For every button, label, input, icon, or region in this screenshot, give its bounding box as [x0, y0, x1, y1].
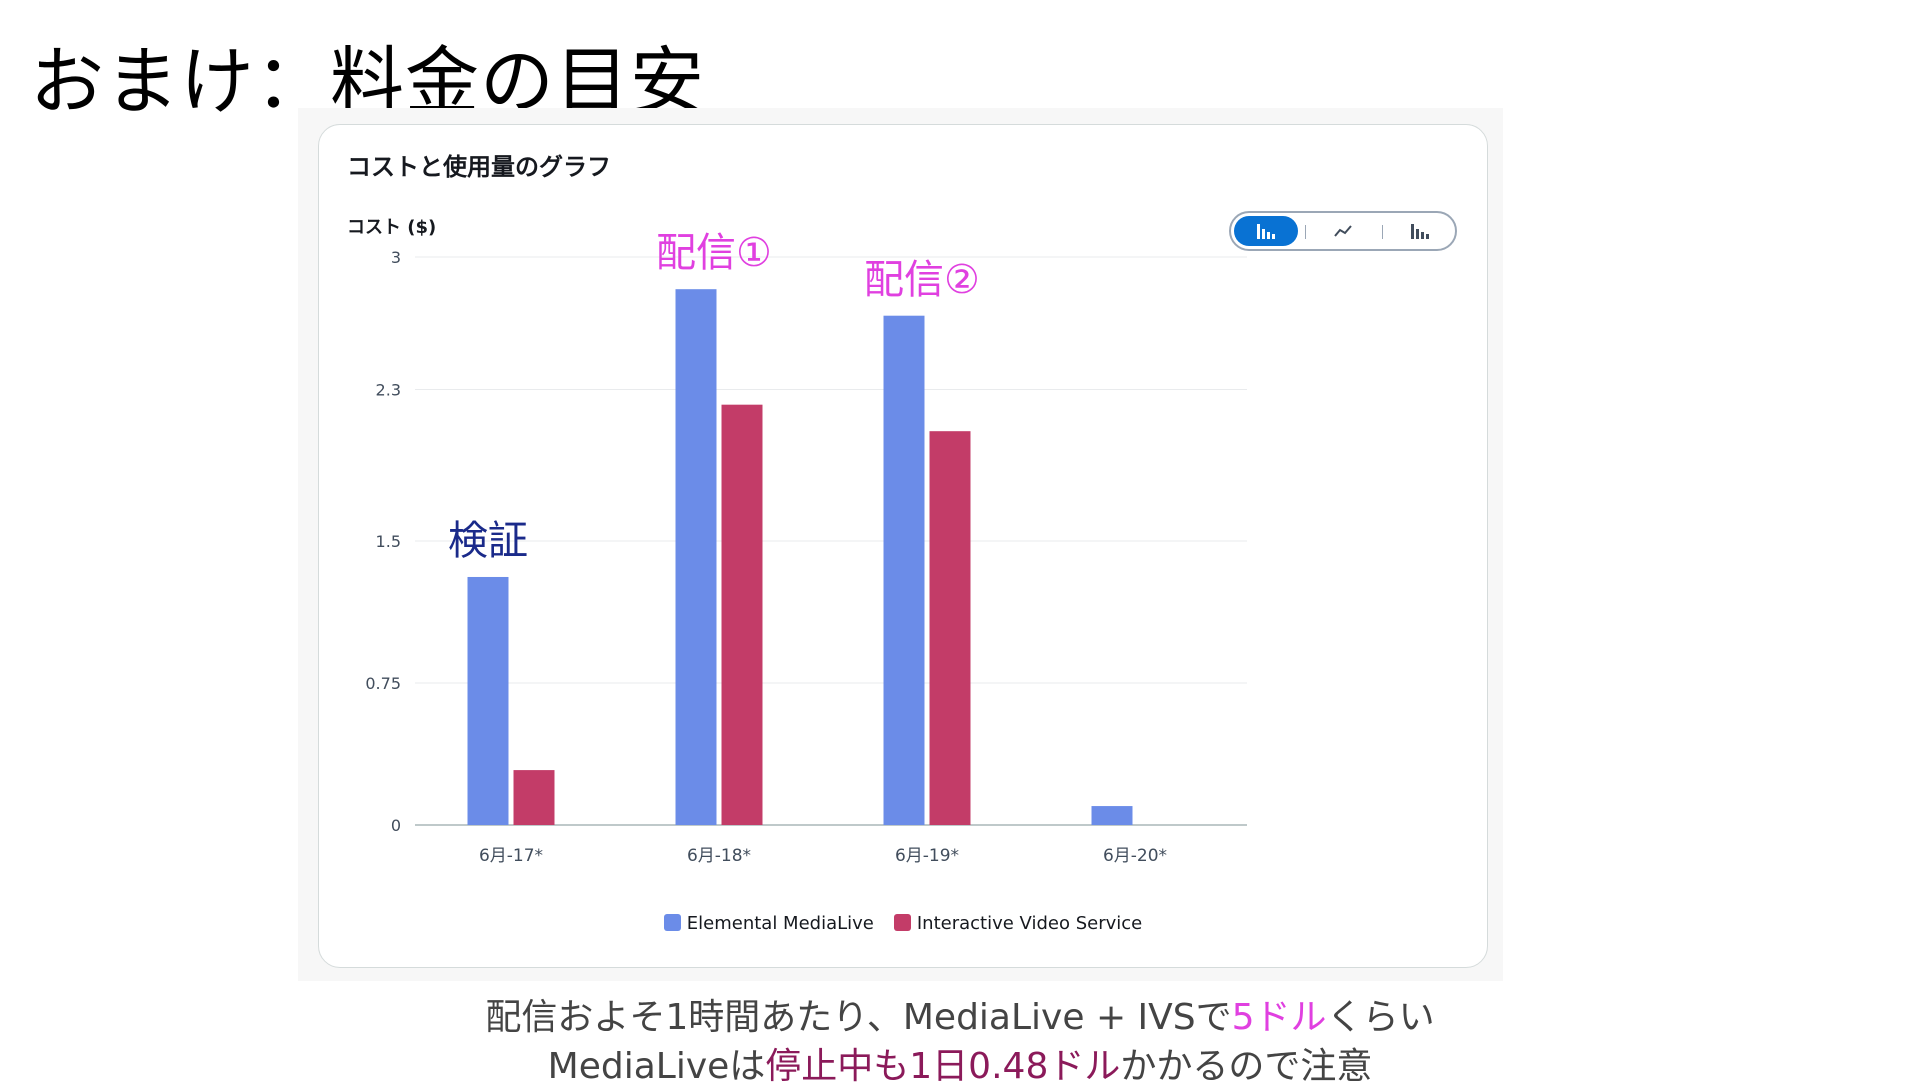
bar-medialive [1091, 806, 1133, 825]
y-tick-label: 1.5 [376, 532, 401, 551]
line-chart-option[interactable] [1311, 216, 1375, 246]
bar-medialive [883, 315, 925, 825]
chart-annotation: 配信① [656, 230, 772, 277]
toggle-divider [1305, 225, 1306, 239]
panel-title: コストと使用量のグラフ [347, 153, 611, 181]
cost-usage-panel: コストと使用量のグラフ コスト ($) [318, 124, 1488, 968]
y-tick-label: 0.75 [365, 674, 401, 693]
legend-item: Interactive Video Service [893, 913, 1143, 934]
footer-line-2: MediaLiveは停止中も1日0.48ドルかかるので注意 [0, 1037, 1920, 1089]
console-screenshot: コストと使用量のグラフ コスト ($) [298, 108, 1503, 981]
footer-line-2-suffix: かかるので注意 [1120, 1046, 1373, 1087]
bar-chart-icon [1257, 224, 1275, 239]
chart-annotation: 配信② [864, 256, 980, 303]
y-tick-label: 2.3 [376, 381, 401, 400]
x-tick-label: 6月-20* [1103, 846, 1167, 866]
cost-bar-chart: 0 0.75 1.5 2.3 3 6月-17* 6月-18* 6月-19* 6月-20* [365, 248, 1247, 866]
stacked-bar-option[interactable] [1388, 216, 1452, 246]
chart-legend: Elemental MediaLive Interactive Video Ser… [319, 913, 1487, 934]
x-tick-label: 6月-18* [687, 846, 751, 866]
bar-chart-option[interactable] [1234, 216, 1298, 246]
footer-line-1-highlight: 5ドル [1231, 997, 1327, 1038]
chart-type-toggle[interactable] [1229, 211, 1457, 251]
bar-ivs [721, 404, 763, 825]
footer-line-1: 配信およそ1時間あたり、MediaLive + IVSで5ドルくらい [0, 988, 1920, 1040]
y-tick-label: 3 [391, 248, 401, 267]
legend-label: Elemental MediaLive [686, 913, 874, 934]
y-tick-label: 0 [391, 816, 401, 835]
legend-item: Elemental MediaLive [663, 913, 874, 934]
toggle-divider [1382, 225, 1383, 239]
x-tick-label: 6月-17* [479, 846, 543, 866]
footer-line-1-text: 配信およそ1時間あたり、MediaLive + IVSで [485, 997, 1232, 1038]
y-axis-label: コスト ($) [347, 217, 437, 238]
footer-line-1-suffix: くらい [1326, 997, 1435, 1038]
footer-line-2-highlight: 停止中も1日0.48ドル [765, 1046, 1121, 1087]
x-tick-label: 6月-19* [895, 846, 959, 866]
bar-medialive [675, 289, 717, 825]
legend-label: Interactive Video Service [916, 913, 1143, 934]
bar-medialive [467, 576, 509, 825]
footer-line-2-text: MediaLiveは [547, 1046, 766, 1087]
line-chart-icon [1334, 225, 1352, 237]
bar-ivs [929, 431, 971, 825]
legend-swatch [663, 914, 681, 931]
bar-ivs [513, 770, 555, 825]
chart-annotation: 検証 [448, 517, 528, 564]
legend-swatch [893, 914, 911, 931]
stacked-bar-chart-icon [1411, 224, 1429, 239]
